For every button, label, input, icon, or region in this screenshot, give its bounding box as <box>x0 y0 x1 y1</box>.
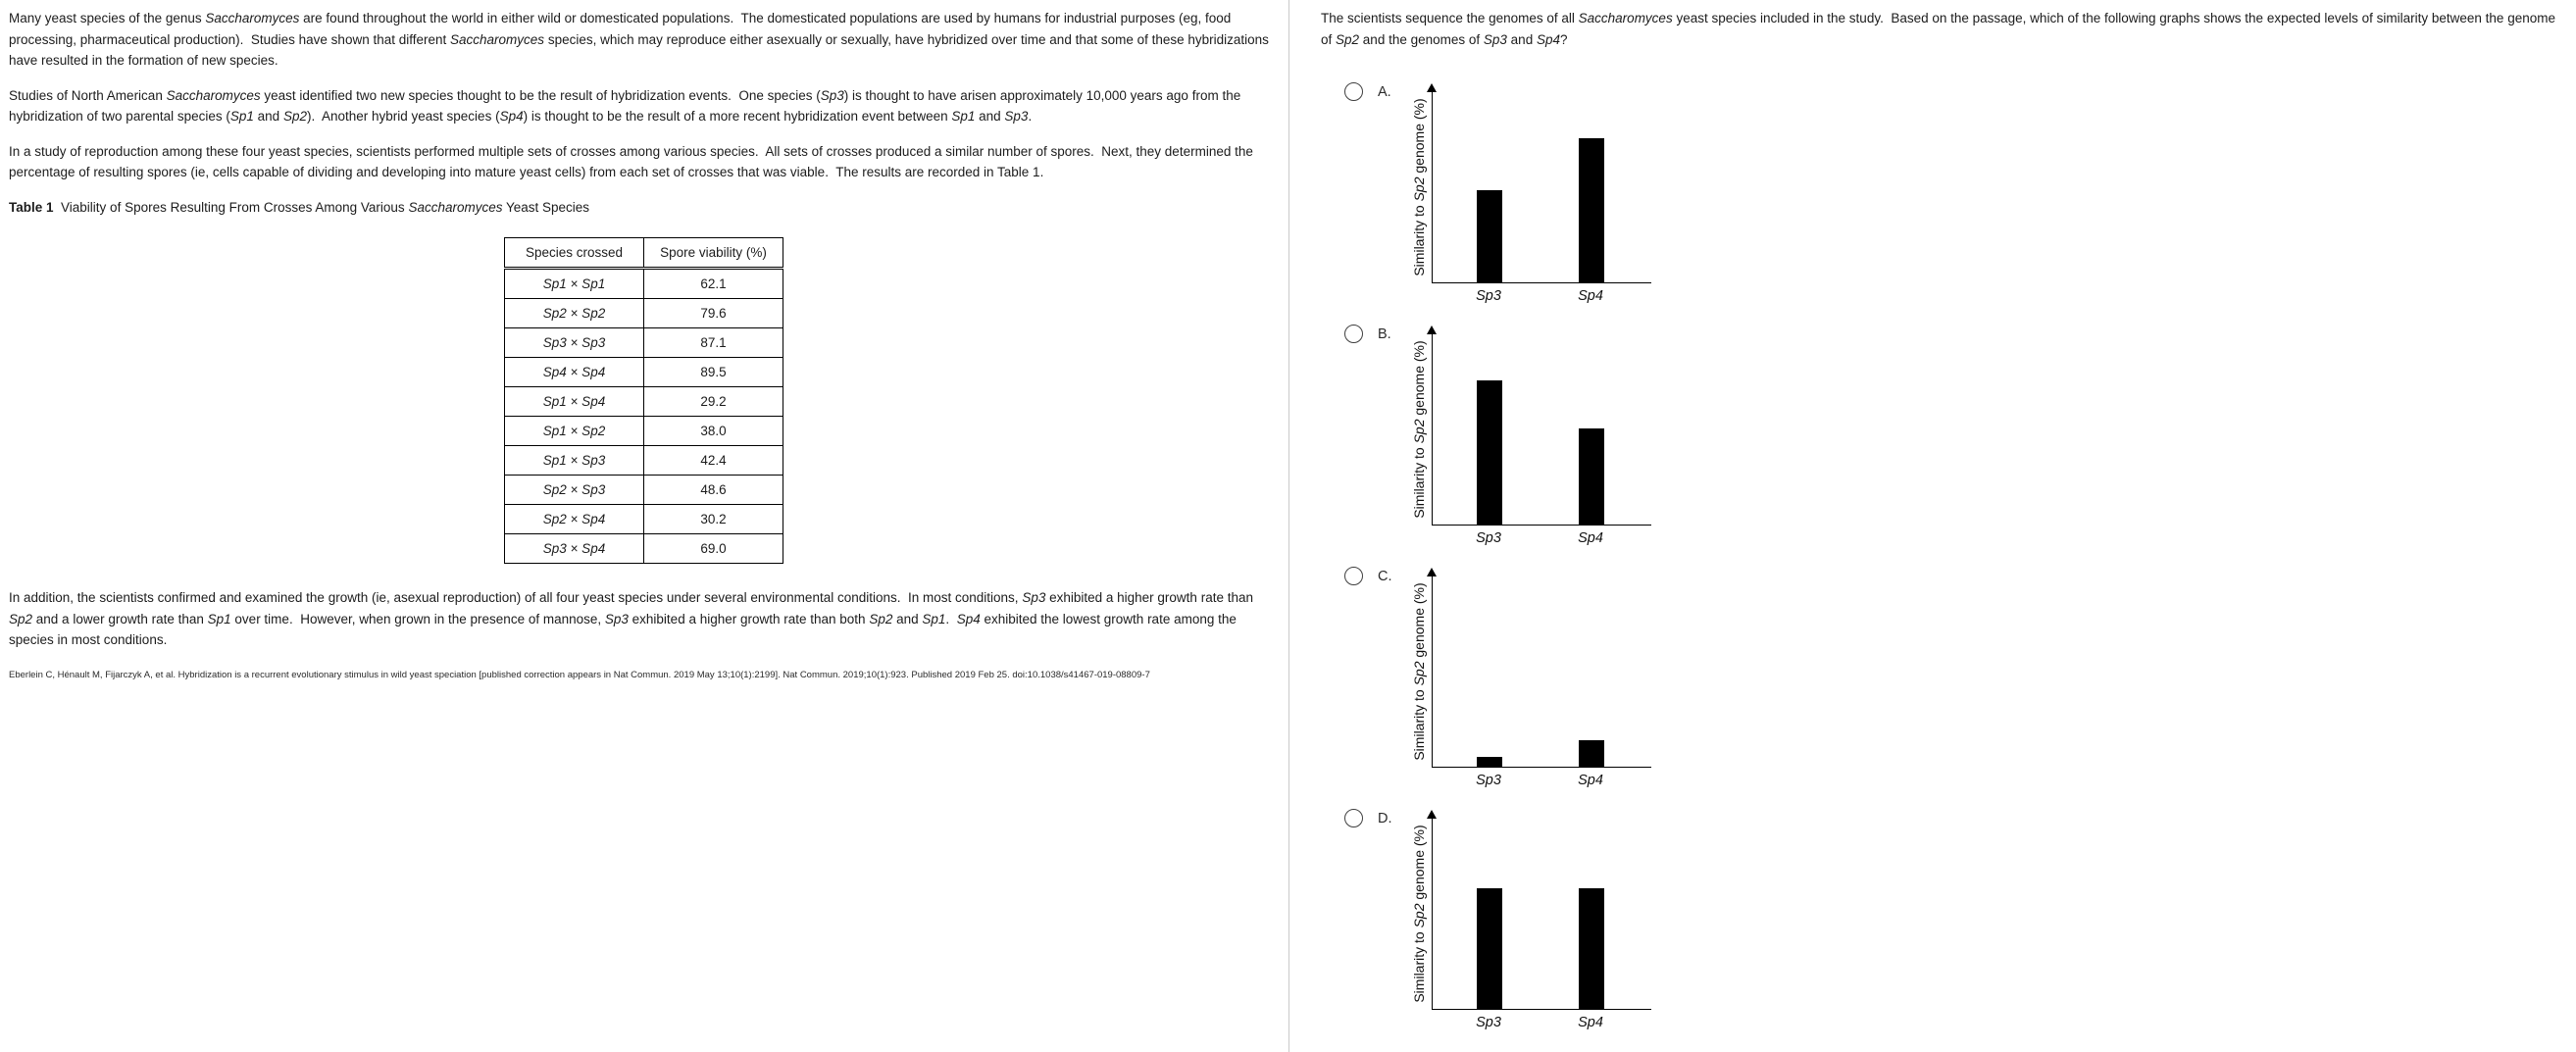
viability-cell: 42.4 <box>643 445 783 476</box>
viability-cell: 79.6 <box>643 298 783 328</box>
cross-cell: Sp2 × Sp4 <box>504 504 644 534</box>
cross-cell: Sp1 × Sp3 <box>504 445 644 476</box>
panel-divider <box>1288 0 1289 1052</box>
cross-cell: Sp1 × Sp2 <box>504 416 644 446</box>
answer-option-a[interactable]: A. Similarity to Sp2 genome (%) Sp3 Sp4 <box>1344 82 2560 307</box>
bar-chart-option-a: Similarity to Sp2 genome (%) Sp3 Sp4 <box>1406 82 1651 307</box>
table-row: Sp3 × Sp4 69.0 <box>504 533 783 564</box>
y-axis-label: Similarity to Sp2 genome (%) <box>1411 339 1427 519</box>
x-tick-label-sp4: Sp4 <box>1578 773 1603 788</box>
x-tick-label-sp3: Sp3 <box>1476 288 1501 304</box>
x-tick-label-sp4: Sp4 <box>1578 530 1603 546</box>
option-letter-b: B. <box>1378 326 1391 342</box>
x-tick-label-sp4: Sp4 <box>1578 1015 1603 1030</box>
cross-cell: Sp3 × Sp4 <box>504 533 644 564</box>
table-row: Sp2 × Sp4 30.2 <box>504 504 783 534</box>
viability-cell: 62.1 <box>643 268 783 299</box>
question-panel: The scientists sequence the genomes of a… <box>1289 0 2576 1052</box>
table-row: Sp1 × Sp1 62.1 <box>504 268 783 299</box>
table-header-species-crossed: Species crossed <box>504 237 644 270</box>
answer-option-d[interactable]: D. Similarity to Sp2 genome (%) Sp3 Sp4 <box>1344 809 2560 1033</box>
bar-sp3 <box>1477 887 1502 1009</box>
passage-paragraph-2: Studies of North American Saccharomyces … <box>9 87 1244 125</box>
table-row: Sp4 × Sp4 89.5 <box>504 357 783 387</box>
passage-paragraph-1: Many yeast species of the genus Saccharo… <box>9 11 1273 68</box>
x-tick-label-sp4: Sp4 <box>1578 288 1603 304</box>
radio-button-a[interactable] <box>1344 82 1363 101</box>
bar-sp4 <box>1579 138 1604 282</box>
bar-chart-option-c: Similarity to Sp2 genome (%) Sp3 Sp4 <box>1406 567 1651 791</box>
bar-sp3 <box>1477 757 1502 767</box>
bar-chart-option-d: Similarity to Sp2 genome (%) Sp3 Sp4 <box>1406 809 1651 1033</box>
passage-paragraph-3: In a study of reproduction among these f… <box>9 143 1257 180</box>
x-tick-label-sp3: Sp3 <box>1476 530 1501 546</box>
viability-cell: 29.2 <box>643 386 783 417</box>
cross-cell: Sp1 × Sp1 <box>504 268 644 299</box>
answer-option-b[interactable]: B. Similarity to Sp2 genome (%) Sp3 Sp4 <box>1344 325 2560 549</box>
y-axis-arrow-icon <box>1426 810 1437 819</box>
radio-button-c[interactable] <box>1344 567 1363 585</box>
cross-cell: Sp1 × Sp4 <box>504 386 644 417</box>
table-caption: Table 1 Viability of Spores Resulting Fr… <box>9 199 590 215</box>
passage-paragraph-4: In addition, the scientists confirmed an… <box>9 590 1257 647</box>
x-tick-label-sp3: Sp3 <box>1476 1015 1501 1030</box>
radio-button-d[interactable] <box>1344 809 1363 827</box>
plot-area <box>1426 810 1651 1010</box>
x-tick-label-sp3: Sp3 <box>1476 773 1501 788</box>
y-axis-arrow-icon <box>1426 83 1437 92</box>
table-row: Sp1 × Sp4 29.2 <box>504 386 783 417</box>
y-axis-label: Similarity to Sp2 genome (%) <box>1411 824 1427 1003</box>
viability-cell: 38.0 <box>643 416 783 446</box>
bar-chart-option-b: Similarity to Sp2 genome (%) Sp3 Sp4 <box>1406 325 1651 549</box>
cross-cell: Sp2 × Sp2 <box>504 298 644 328</box>
radio-button-b[interactable] <box>1344 325 1363 343</box>
bar-sp3 <box>1477 380 1502 525</box>
option-letter-a: A. <box>1378 84 1391 100</box>
cross-cell: Sp3 × Sp3 <box>504 327 644 358</box>
citation: Eberlein C, Hénault M, Fijarczyk A, et a… <box>9 669 1150 680</box>
passage-panel: Many yeast species of the genus Saccharo… <box>9 11 1273 680</box>
table-row: Sp3 × Sp3 87.1 <box>504 327 783 358</box>
table-row: Sp1 × Sp3 42.4 <box>504 445 783 476</box>
option-letter-c: C. <box>1378 569 1392 584</box>
bar-sp4 <box>1579 428 1604 525</box>
viability-cell: 69.0 <box>643 533 783 564</box>
question-text: The scientists sequence the genomes of a… <box>1321 11 2559 47</box>
bar-sp4 <box>1579 739 1604 767</box>
y-axis-arrow-icon <box>1426 568 1437 576</box>
plot-area <box>1426 83 1651 283</box>
table-header-spore-viability: Spore viability (%) <box>643 237 783 270</box>
table-row: Sp2 × Sp2 79.6 <box>504 298 783 328</box>
viability-cell: 30.2 <box>643 504 783 534</box>
table-header-row: Species crossed Spore viability (%) <box>504 237 783 270</box>
y-axis-label: Similarity to Sp2 genome (%) <box>1411 97 1427 276</box>
table-row: Sp1 × Sp2 38.0 <box>504 416 783 446</box>
y-axis-arrow-icon <box>1426 326 1437 334</box>
bar-sp3 <box>1477 189 1502 282</box>
spore-viability-table: Species crossed Spore viability (%) Sp1 … <box>504 237 783 564</box>
bar-sp4 <box>1579 887 1604 1009</box>
table-row: Sp2 × Sp3 48.6 <box>504 475 783 505</box>
option-letter-d: D. <box>1378 811 1392 827</box>
answer-option-c[interactable]: C. Similarity to Sp2 genome (%) Sp3 Sp4 <box>1344 567 2560 791</box>
viability-cell: 89.5 <box>643 357 783 387</box>
plot-area <box>1426 326 1651 526</box>
y-axis-label: Similarity to Sp2 genome (%) <box>1411 581 1427 761</box>
cross-cell: Sp4 × Sp4 <box>504 357 644 387</box>
viability-cell: 87.1 <box>643 327 783 358</box>
cross-cell: Sp2 × Sp3 <box>504 475 644 505</box>
plot-area <box>1426 568 1651 768</box>
viability-cell: 48.6 <box>643 475 783 505</box>
